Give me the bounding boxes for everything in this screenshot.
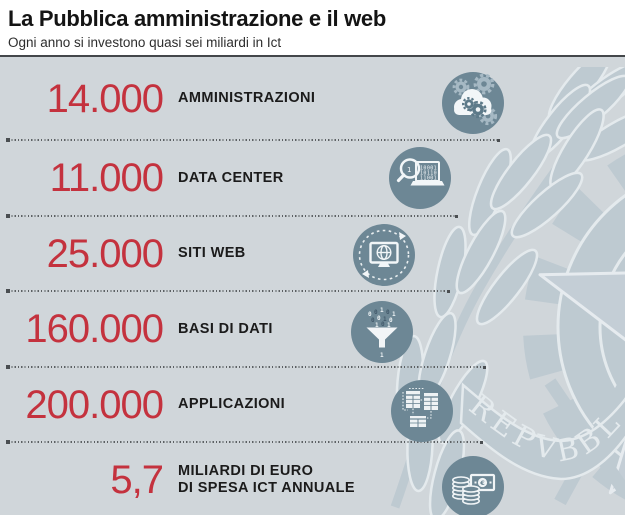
stat-row-applicazioni: 200.000 APPLICAZIONI <box>0 367 510 442</box>
stat-label-line2: DI SPESA ICT ANNUALE <box>178 479 355 496</box>
stat-label: SITI WEB <box>178 245 246 261</box>
stat-value: 200.000 <box>25 382 164 427</box>
stat-label: AMMINISTRAZIONI <box>178 90 316 106</box>
svg-text:1: 1 <box>380 352 384 359</box>
svg-text:0: 0 <box>368 311 372 318</box>
svg-text:€: € <box>479 479 485 487</box>
stat-value: 14.000 <box>46 76 164 121</box>
page-title: La Pubblica amministrazione e il web <box>8 6 386 31</box>
stat-value: 11.000 <box>49 156 164 200</box>
svg-text:1: 1 <box>383 316 387 323</box>
svg-text:1: 1 <box>380 307 384 314</box>
stat-row-amministrazioni: 14.000 AMMINISTRAZIONI <box>0 57 510 140</box>
monitor-globe-icon <box>353 224 415 286</box>
stat-row-data-center: 11.000 DATA CENTER 10001 10110 11001 1 <box>0 140 510 216</box>
stat-row-spesa-ict: 5,7 MILIARDI DI EURO DI SPESA ICT ANNUAL… <box>0 442 510 515</box>
stat-row-basi-di-dati: 160.000 BASI DI DATI 0 0 1 0 1 0 0 1 0 1… <box>0 291 510 367</box>
stat-value: 160.000 <box>25 307 164 351</box>
star-watermark-icon <box>538 271 625 495</box>
gear-watermark-icon <box>523 154 625 500</box>
coins-banknote-icon: € <box>442 456 504 515</box>
svg-text:1: 1 <box>392 311 396 318</box>
dotted-separator <box>6 138 500 141</box>
stat-label: APPLICAZIONI <box>178 396 286 412</box>
stat-row-siti-web: 25.000 SITI WEB <box>0 216 510 291</box>
svg-text:1: 1 <box>407 166 412 174</box>
svg-text:0: 0 <box>371 317 375 324</box>
dotted-separator <box>6 289 450 292</box>
stat-value: 25.000 <box>46 231 164 276</box>
stat-label: DATA CENTER <box>178 169 284 186</box>
svg-text:1: 1 <box>387 322 391 329</box>
page-subtitle: Ogni anno si investono quasi sei miliard… <box>8 35 282 51</box>
svg-text:11001: 11001 <box>420 176 437 182</box>
magnifier-binary-laptop-icon: 10001 10110 11001 1 <box>389 147 451 209</box>
stat-label: BASI DI DATI <box>178 320 273 337</box>
stat-value: 5,7 <box>110 457 164 502</box>
svg-text:0: 0 <box>381 321 385 328</box>
linked-tables-icon <box>391 380 453 442</box>
svg-text:0: 0 <box>386 309 390 316</box>
svg-text:0: 0 <box>389 317 393 324</box>
stat-label: MILIARDI DI EURO <box>178 462 314 479</box>
svg-text:10110: 10110 <box>420 171 437 177</box>
svg-text:10001: 10001 <box>420 166 437 172</box>
svg-text:0: 0 <box>377 315 381 322</box>
funnel-data-icon: 0 0 1 0 1 0 0 1 0 1 0 1 1 <box>351 301 413 363</box>
dotted-separator <box>6 365 486 368</box>
svg-text:0: 0 <box>374 309 378 316</box>
dotted-separator <box>6 440 483 443</box>
infographic-panel: REPVBBLICA 14.000 AMMINISTRAZIONI 11.000… <box>0 55 625 515</box>
infographic-header: La Pubblica amministrazione e il web Ogn… <box>0 0 625 55</box>
cloud-gears-icon <box>442 72 504 134</box>
svg-text:1: 1 <box>375 322 379 329</box>
dotted-separator <box>6 214 458 217</box>
